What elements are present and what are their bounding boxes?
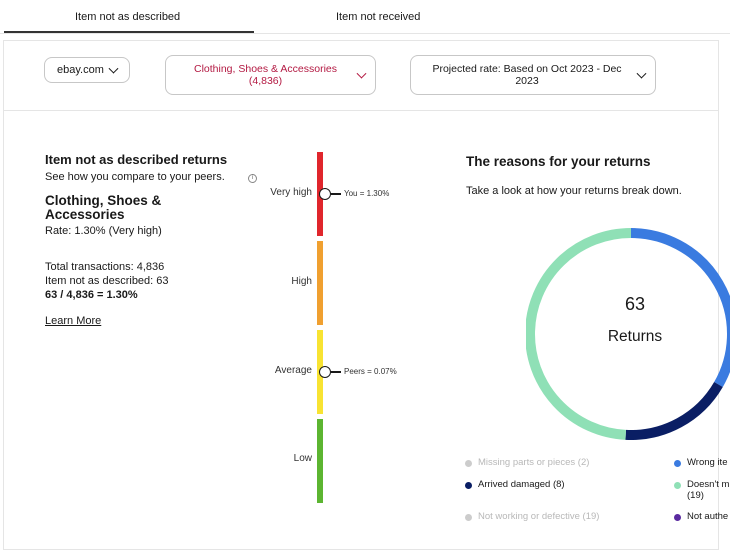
category-dropdown[interactable]: Clothing, Shoes & Accessories (4,836) — [165, 55, 376, 95]
chevron-down-icon — [636, 68, 647, 79]
you-marker-line — [331, 193, 341, 195]
category-dropdown-value: Clothing, Shoes & Accessories (4,836) — [194, 63, 337, 87]
tab-item-not-as-described[interactable]: Item not as described — [75, 11, 181, 23]
peers-marker-line — [331, 371, 341, 373]
reasons-subtitle: Take a look at how your returns break do… — [466, 185, 682, 197]
tab-item-not-received[interactable]: Item not received — [336, 11, 421, 23]
peers-marker-label: Peers = 0.07% — [344, 367, 397, 376]
chevron-down-icon — [108, 63, 119, 74]
gauge-segment-low — [317, 419, 323, 503]
you-marker — [319, 188, 331, 200]
site-dropdown-value: ebay.com — [57, 64, 104, 76]
gauge-label-low: Low — [293, 453, 312, 464]
gauge-label-average: Average — [274, 365, 312, 376]
summary-category: Clothing, Shoes & Accessories — [45, 193, 162, 222]
peers-marker — [319, 366, 331, 378]
info-icon[interactable]: i — [248, 174, 257, 183]
learn-more-link[interactable]: Learn More — [45, 315, 102, 327]
gauge-label-high: High — [291, 276, 312, 287]
gauge-segment-high — [317, 241, 323, 325]
gauge-label-very-high: Very high — [270, 187, 312, 198]
chevron-down-icon — [356, 68, 367, 79]
active-tab-indicator — [4, 31, 254, 33]
projected-rate-value: Projected rate: Based on Oct 2023 - Dec … — [432, 63, 622, 87]
reasons-title: The reasons for your returns — [466, 154, 651, 169]
filter-bar-divider — [3, 110, 719, 111]
projected-rate-dropdown[interactable]: Projected rate: Based on Oct 2023 - Dec … — [410, 55, 656, 95]
summary-title: Item not as described returns — [45, 152, 228, 167]
tab-bar: Item not as described Item not received — [0, 0, 730, 34]
site-dropdown[interactable]: ebay.com — [44, 57, 130, 83]
total-transactions: Total transactions: 4,836 — [45, 261, 165, 273]
tabs-divider — [0, 33, 730, 34]
summary-subtitle: See how you compare to your peers. — [45, 171, 225, 183]
inad-count: Item not as described: 63 — [45, 275, 169, 287]
rate-formula: 63 / 4,836 = 1.30% — [45, 289, 138, 301]
summary-rate: Rate: 1.30% (Very high) — [45, 225, 162, 237]
you-marker-label: You = 1.30% — [344, 189, 390, 198]
